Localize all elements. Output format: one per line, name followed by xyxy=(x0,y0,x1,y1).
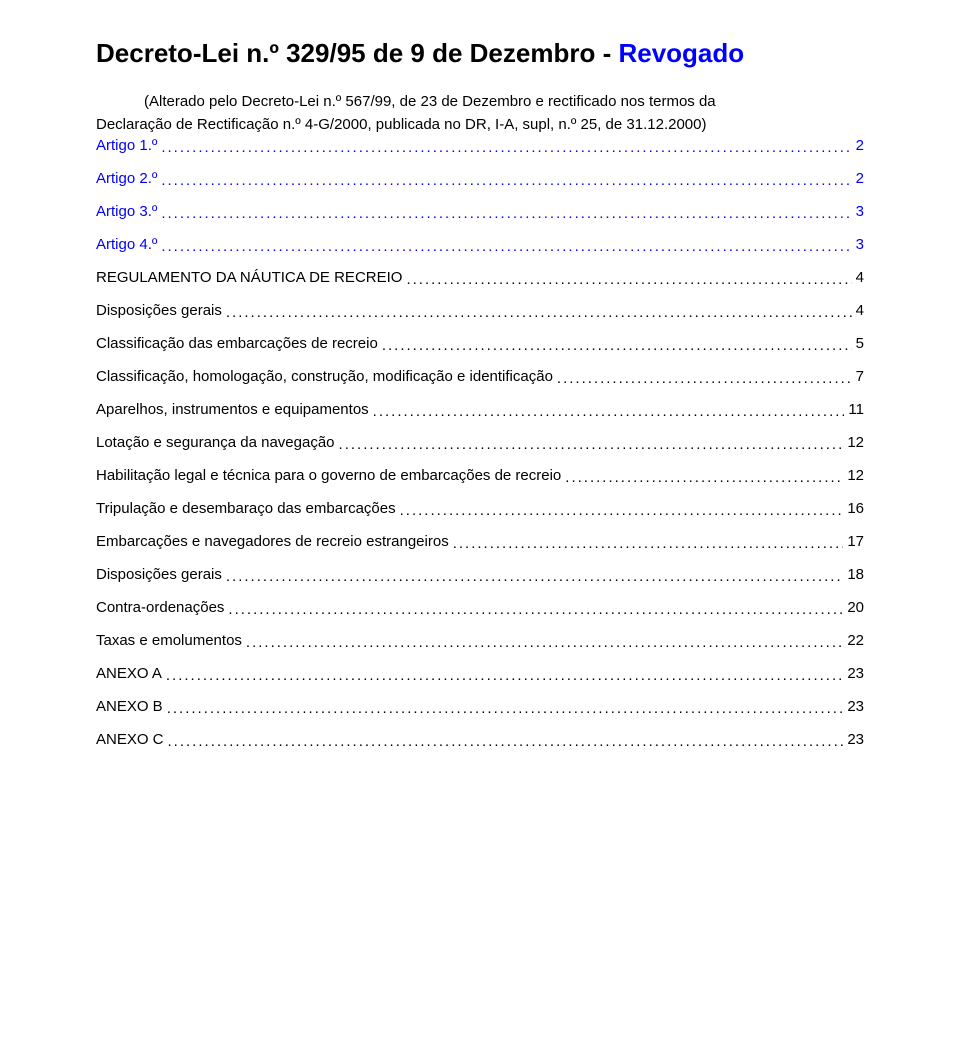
page-title: Decreto-Lei n.º 329/95 de 9 de Dezembro … xyxy=(96,38,864,69)
toc-dots xyxy=(167,700,844,715)
toc-dots xyxy=(161,139,851,154)
toc-label: Disposições gerais xyxy=(96,302,222,319)
toc-page: 3 xyxy=(856,236,864,253)
toc-label: Embarcações e navegadores de recreio est… xyxy=(96,533,449,550)
toc-dots xyxy=(226,304,852,319)
toc-entry[interactable]: REGULAMENTO DA NÁUTICA DE RECREIO 4 xyxy=(96,269,864,286)
toc-dots xyxy=(400,502,844,517)
toc-page: 2 xyxy=(856,137,864,154)
toc-dots xyxy=(382,337,852,352)
toc-page: 3 xyxy=(856,203,864,220)
toc-entry[interactable]: ANEXO C 23 xyxy=(96,731,864,748)
toc-entry[interactable]: Contra-ordenações 20 xyxy=(96,599,864,616)
toc-page: 2 xyxy=(856,170,864,187)
toc-label: Disposições gerais xyxy=(96,566,222,583)
toc-entry[interactable]: Disposições gerais 18 xyxy=(96,566,864,583)
toc-label: Tripulação e desembaraço das embarcações xyxy=(96,500,396,517)
toc-label: ANEXO A xyxy=(96,665,162,682)
toc-label: Classificação, homologação, construção, … xyxy=(96,368,553,385)
toc-label: Artigo 3.º xyxy=(96,203,157,220)
toc-dots xyxy=(226,568,843,583)
toc-dots xyxy=(453,535,844,550)
toc-entry[interactable]: Embarcações e navegadores de recreio est… xyxy=(96,533,864,550)
toc-page: 4 xyxy=(856,302,864,319)
title-revogado: Revogado xyxy=(618,38,744,68)
toc-entry[interactable]: Classificação, homologação, construção, … xyxy=(96,368,864,385)
subtitle-line2: Declaração de Rectificação n.º 4-G/2000,… xyxy=(96,114,864,135)
toc-page: 20 xyxy=(847,599,864,616)
toc-page: 16 xyxy=(847,500,864,517)
toc-page: 23 xyxy=(847,665,864,682)
toc-entry[interactable]: Artigo 1.º 2 xyxy=(96,137,864,154)
toc-label: Habilitação legal e técnica para o gover… xyxy=(96,467,561,484)
toc-label: Taxas e emolumentos xyxy=(96,632,242,649)
toc-page: 12 xyxy=(847,434,864,451)
toc-dots xyxy=(228,601,843,616)
toc-dots xyxy=(161,238,851,253)
toc-label: Lotação e segurança da navegação xyxy=(96,434,335,451)
toc-label: Contra-ordenações xyxy=(96,599,224,616)
toc-dots xyxy=(161,205,851,220)
toc-entry[interactable]: ANEXO B 23 xyxy=(96,698,864,715)
toc-dots xyxy=(166,667,843,682)
toc-entry[interactable]: Lotação e segurança da navegação 12 xyxy=(96,434,864,451)
toc-page: 4 xyxy=(856,269,864,286)
toc-entry[interactable]: Taxas e emolumentos 22 xyxy=(96,632,864,649)
toc-page: 17 xyxy=(847,533,864,550)
title-main: Decreto-Lei n.º 329/95 de 9 de Dezembro … xyxy=(96,38,618,68)
toc-label: REGULAMENTO DA NÁUTICA DE RECREIO xyxy=(96,269,402,286)
toc-entry[interactable]: ANEXO A 23 xyxy=(96,665,864,682)
toc-page: 12 xyxy=(847,467,864,484)
toc-page: 7 xyxy=(856,368,864,385)
toc-page: 11 xyxy=(848,401,864,418)
subtitle-line1: (Alterado pelo Decreto-Lei n.º 567/99, d… xyxy=(144,91,864,112)
toc-dots xyxy=(161,172,851,187)
toc-entry[interactable]: Disposições gerais 4 xyxy=(96,302,864,319)
toc-page: 22 xyxy=(847,632,864,649)
table-of-contents: Artigo 1.º 2Artigo 2.º 2Artigo 3.º 3Arti… xyxy=(96,137,864,748)
toc-dots xyxy=(557,370,852,385)
toc-page: 5 xyxy=(856,335,864,352)
toc-entry[interactable]: Classificação das embarcações de recreio… xyxy=(96,335,864,352)
toc-dots xyxy=(168,733,844,748)
toc-dots xyxy=(406,271,851,286)
toc-label: Classificação das embarcações de recreio xyxy=(96,335,378,352)
toc-entry[interactable]: Aparelhos, instrumentos e equipamentos 1… xyxy=(96,401,864,418)
toc-dots xyxy=(373,403,845,418)
toc-page: 23 xyxy=(847,698,864,715)
toc-entry[interactable]: Habilitação legal e técnica para o gover… xyxy=(96,467,864,484)
toc-label: ANEXO B xyxy=(96,698,163,715)
toc-label: Artigo 1.º xyxy=(96,137,157,154)
toc-dots xyxy=(246,634,843,649)
toc-page: 18 xyxy=(847,566,864,583)
toc-page: 23 xyxy=(847,731,864,748)
toc-label: Artigo 4.º xyxy=(96,236,157,253)
toc-dots xyxy=(565,469,843,484)
toc-entry[interactable]: Artigo 4.º 3 xyxy=(96,236,864,253)
toc-entry[interactable]: Artigo 3.º 3 xyxy=(96,203,864,220)
toc-entry[interactable]: Artigo 2.º 2 xyxy=(96,170,864,187)
toc-label: ANEXO C xyxy=(96,731,164,748)
toc-entry[interactable]: Tripulação e desembaraço das embarcações… xyxy=(96,500,864,517)
toc-label: Aparelhos, instrumentos e equipamentos xyxy=(96,401,369,418)
toc-label: Artigo 2.º xyxy=(96,170,157,187)
toc-dots xyxy=(339,436,844,451)
